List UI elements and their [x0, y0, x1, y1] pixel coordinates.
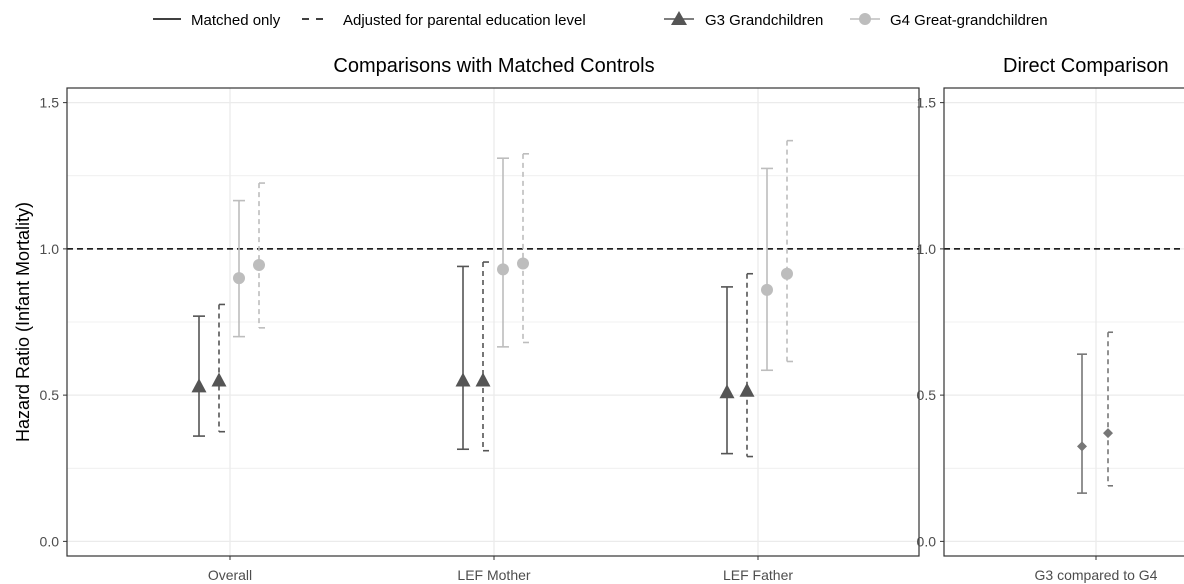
panel-title-direct-comparison: Direct Comparison	[1003, 55, 1169, 77]
y-tick-label: 1.5	[917, 95, 937, 111]
point-estimate-circle	[253, 258, 265, 271]
circle-icon	[859, 13, 871, 25]
point-estimate-triangle	[455, 372, 471, 387]
y-tick-label: 0.5	[917, 387, 937, 403]
x-tick-label: G3 compared to G4	[1035, 567, 1158, 583]
legend-label-adjusted: Adjusted for parental education level	[343, 12, 586, 29]
legend: Matched only Adjusted for parental educa…	[153, 11, 1048, 29]
panel-border	[943, 87, 1184, 557]
triangle-icon	[671, 11, 687, 25]
x-tick-label: LEF Father	[723, 567, 793, 583]
panel-matched-controls: Comparisons with Matched Controls 0.0 0.5…	[40, 55, 920, 583]
legend-key-g4	[850, 13, 880, 25]
x-tick-label: Overall	[208, 567, 252, 583]
panel-title-matched-controls: Comparisons with Matched Controls	[333, 55, 654, 77]
y-axis-title: Hazard Ratio (Infant Mortality)	[13, 202, 33, 442]
point-estimate-circle	[517, 257, 529, 270]
point-estimate-triangle	[739, 382, 755, 397]
point-estimate-triangle	[719, 384, 735, 399]
point-estimate-circle	[761, 283, 773, 296]
y-tick-label: 0.0	[40, 533, 60, 549]
point-estimate-circle	[497, 263, 509, 276]
point-estimate-diamond	[1103, 428, 1113, 439]
panel-direct-comparison: Direct Comparison 0.0 0.5 1.0 1.5 G3 compare…	[917, 55, 1184, 583]
point-estimate-circle	[781, 267, 793, 280]
legend-label-g4: G4 Great-grandchildren	[890, 12, 1048, 29]
x-tick-label: LEF Mother	[457, 567, 530, 583]
point-estimate-triangle	[191, 378, 207, 393]
point-estimate-triangle	[211, 372, 227, 387]
point-estimate-diamond	[1077, 441, 1087, 452]
y-tick-label: 0.0	[917, 533, 937, 549]
legend-label-matched-only: Matched only	[191, 12, 281, 29]
y-tick-label: 0.5	[40, 387, 60, 403]
legend-key-g3	[664, 11, 694, 25]
point-estimate-circle	[233, 272, 245, 285]
y-tick-label: 1.0	[40, 241, 60, 257]
panel-border	[66, 87, 920, 557]
y-tick-label: 1.5	[40, 95, 60, 111]
point-estimate-triangle	[475, 372, 491, 387]
legend-label-g3: G3 Grandchildren	[705, 12, 823, 29]
y-tick-label: 1.0	[917, 241, 937, 257]
